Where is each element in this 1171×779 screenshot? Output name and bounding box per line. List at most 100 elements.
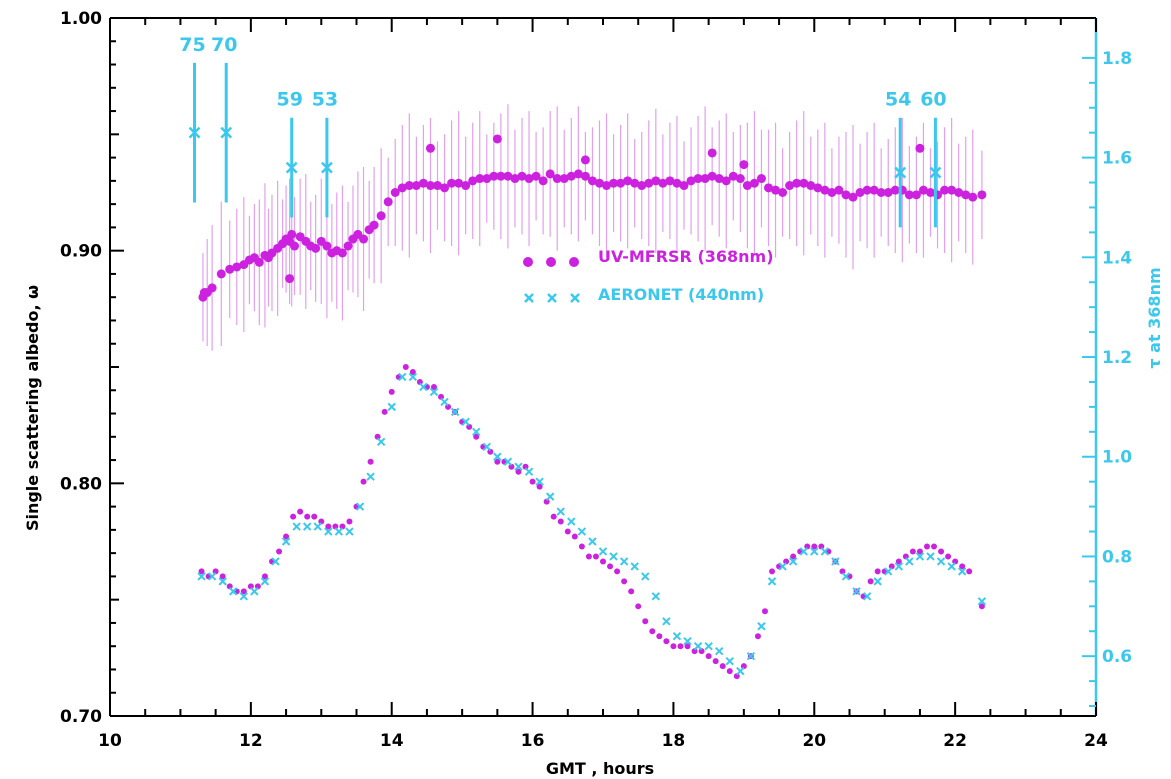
mfrsr-tau-point — [740, 663, 747, 670]
aeronet-tau-point — [493, 452, 502, 461]
mfrsr-ssa-point — [524, 174, 534, 184]
aeronet-tau-point — [693, 641, 703, 651]
aeronet-tau-point — [683, 637, 692, 646]
mfrsr-ssa-point — [566, 171, 576, 181]
mfrsr-tau-point — [381, 408, 388, 415]
mfrsr-ssa-point — [425, 181, 435, 191]
mfrsr-tau-point — [642, 618, 649, 625]
mfrsr-ssa-point — [915, 143, 925, 153]
aeronet-tau-point — [831, 557, 840, 566]
mfrsr-ssa-point — [461, 181, 471, 191]
mfrsr-tau-point — [698, 648, 705, 655]
aeronet-tau-point — [408, 372, 418, 382]
mfrsr-ssa-point — [911, 190, 921, 200]
mfrsr-tau-point — [733, 673, 740, 680]
mfrsr-ssa-point — [686, 176, 696, 186]
mfrsr-ssa-point — [545, 169, 555, 179]
aeronet-ssa-point — [285, 161, 298, 174]
mfrsr-ssa-point — [890, 185, 900, 195]
y-axis-right-title: τ at 368nm — [1145, 267, 1164, 368]
aeronet-tau-point — [894, 562, 904, 571]
mfrsr-ssa-point — [968, 192, 978, 202]
aeronet-tau-point — [852, 587, 861, 596]
mfrsr-ssa-point — [742, 181, 752, 191]
aeronet-tau-point — [926, 552, 935, 561]
y-left-tick-label: 0.80 — [60, 474, 102, 494]
mfrsr-ssa-point — [644, 178, 654, 188]
mfrsr-ssa-point — [232, 262, 242, 272]
mfrsr-ssa-point — [447, 178, 457, 188]
aeronet-tau-point — [598, 547, 608, 556]
aeronet-tau-point — [799, 547, 808, 556]
mfrsr-tau-point — [332, 523, 339, 530]
y-left-tick-label: 0.90 — [60, 242, 102, 262]
mfrsr-ssa-point — [792, 178, 802, 188]
mfrsr-tau-point — [952, 558, 959, 565]
aeronet-ssa-point — [321, 161, 333, 174]
aeronet-tau-point — [619, 557, 629, 566]
legend-mfrsr-label: UV-MFRSR (368nm) — [598, 247, 774, 266]
y-axis-left-title: Single scattering albedo, ω — [23, 285, 42, 531]
aeronet-tau-point — [239, 592, 249, 601]
mfrsr-ssa-point — [552, 174, 562, 184]
mfrsr-tau-point — [649, 628, 656, 635]
mfrsr-tau-point — [705, 653, 712, 660]
aeronet-tau-point — [482, 442, 492, 451]
mfrsr-tau-point — [304, 513, 311, 520]
aeronet-ssa-label: 70 — [211, 34, 237, 56]
mfrsr-tau-point — [261, 573, 268, 580]
mfrsr-ssa-point — [503, 171, 513, 181]
mfrsr-tau-point — [978, 603, 985, 610]
mfrsr-ssa-point — [580, 171, 590, 181]
mfrsr-tau-point — [318, 518, 325, 525]
mfrsr-tau-point — [945, 553, 952, 560]
aeronet-tau-point — [820, 547, 830, 556]
mfrsr-tau-point — [508, 463, 515, 470]
mfrsr-tau-point — [564, 528, 571, 535]
mfrsr-tau-point — [409, 368, 416, 375]
y-right-tick-label: 0.8 — [1102, 547, 1132, 567]
aeronet-tau-point — [366, 472, 375, 481]
aeronet-tau-point — [281, 537, 291, 546]
aeronet-ssa-point — [894, 166, 907, 179]
mfrsr-tau-point — [445, 403, 452, 410]
aeronet-ssa-label: 59 — [276, 89, 302, 111]
mfrsr-tau-point — [888, 563, 895, 570]
mfrsr-ssa-point — [311, 243, 321, 253]
mfrsr-tau-point — [325, 523, 332, 530]
mfrsr-tau-point — [571, 533, 578, 540]
aeronet-tau-point — [788, 557, 798, 566]
aeronet-ssa-label: 53 — [312, 89, 338, 111]
mfrsr-ssa-point — [954, 188, 964, 197]
mfrsr-ssa-point — [376, 211, 386, 221]
mfrsr-ssa-point — [806, 181, 816, 191]
mfrsr-ssa-point — [672, 178, 682, 188]
aeronet-tau-point — [609, 552, 618, 561]
mfrsr-tau-point — [416, 378, 423, 385]
mfrsr-tau-point — [367, 458, 374, 465]
mfrsr-tau-point — [339, 523, 346, 530]
aeronet-tau-point — [905, 557, 914, 566]
aeronet-tau-point — [651, 592, 661, 601]
mfrsr-tau-point — [360, 478, 367, 485]
mfrsr-tau-point — [198, 568, 205, 575]
aeronet-tau-point — [398, 372, 407, 382]
mfrsr-ssa-point — [587, 176, 597, 186]
mfrsr-ssa-point — [862, 185, 872, 195]
mfrsr-tau-point — [494, 458, 501, 465]
aeronet-tau-point — [757, 622, 766, 631]
mfrsr-ssa-point — [531, 171, 541, 181]
mfrsr-tau-point — [769, 568, 776, 575]
mfrsr-ssa-point — [651, 176, 661, 186]
aeronet-tau-point — [313, 522, 322, 531]
mfrsr-ssa-point — [425, 143, 435, 153]
mfrsr-ssa-point — [947, 185, 957, 195]
mfrsr-tau-point — [670, 643, 677, 650]
data-marks — [188, 62, 987, 680]
mfrsr-ssa-point — [883, 188, 893, 197]
mfrsr-ssa-point — [869, 185, 879, 195]
x-tick-label: 14 — [380, 731, 404, 751]
mfrsr-tau-point — [790, 553, 797, 560]
mfrsr-tau-point — [923, 543, 930, 550]
